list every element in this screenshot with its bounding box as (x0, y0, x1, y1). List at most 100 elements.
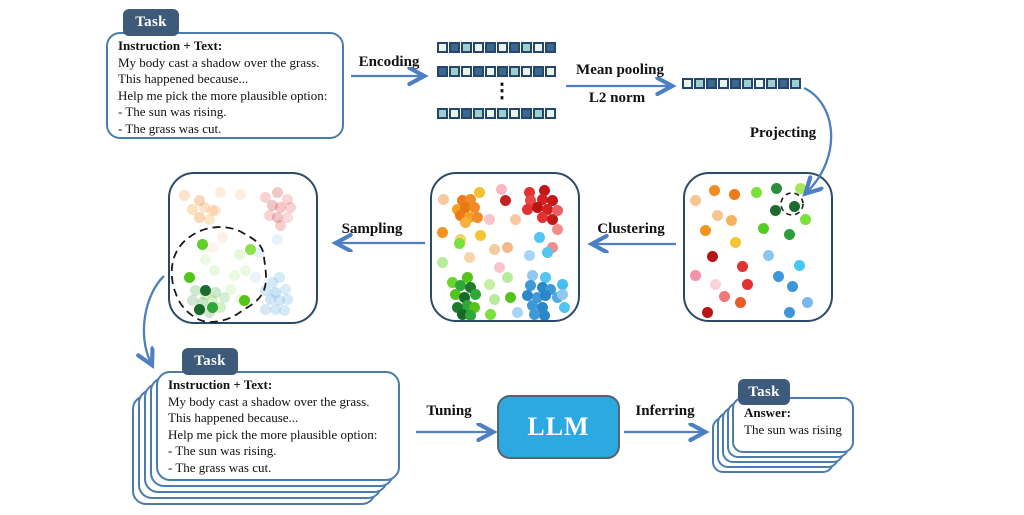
scatter-dot (546, 194, 558, 206)
scatter-dot (193, 211, 205, 223)
scatter-dot (451, 301, 463, 313)
scatter-dot (524, 279, 536, 291)
scatter-dot (794, 182, 806, 194)
instruction-line: This happened because... (118, 71, 249, 86)
encoding-label: Encoding (358, 54, 420, 70)
vector-cell (461, 66, 472, 77)
scatter-dot (203, 213, 215, 225)
vector-cell (533, 42, 544, 53)
scatter-dot (183, 271, 195, 283)
scatter-dot (471, 211, 483, 223)
scatter-dot (509, 213, 521, 225)
scatter-dot (199, 253, 211, 265)
scatter-dot (734, 296, 746, 308)
scatter-dot (249, 271, 261, 283)
scatter-dot (541, 203, 553, 215)
vector-cell (545, 108, 556, 119)
vector-cell (473, 66, 484, 77)
vector-cell (545, 66, 556, 77)
embedding-vector-row (437, 108, 556, 119)
scatter-dot (269, 303, 281, 315)
instruction-line: Help me pick the more plausible option: (118, 87, 328, 103)
projecting-label: Projecting (749, 125, 817, 141)
projected-scatter-plot (683, 172, 833, 322)
scatter-dot (459, 201, 471, 213)
scatter-dot (801, 296, 813, 308)
scatter-dot (464, 193, 476, 205)
vector-cell (790, 78, 801, 89)
scatter-dot (546, 213, 558, 225)
scatter-dot (468, 301, 480, 313)
vector-cell (682, 78, 693, 89)
task-tab-top: Task (123, 9, 179, 36)
scatter-dot (186, 203, 198, 215)
scatter-dot (526, 299, 538, 311)
task-box-top: Instruction + Text: My body cast a shado… (106, 32, 344, 139)
scatter-dot (239, 264, 251, 276)
vector-cell (449, 66, 460, 77)
scatter-dot (189, 284, 201, 296)
scatter-dot (271, 233, 283, 245)
scatter-dot (709, 278, 721, 290)
scatter-dot (708, 184, 720, 196)
clustering-label: Clustering (597, 221, 665, 237)
vector-cell (533, 66, 544, 77)
scatter-dot (271, 186, 283, 198)
sampled-scatter-plot (168, 172, 318, 324)
vector-cell (521, 108, 532, 119)
vector-ellipsis: ⋮ (492, 80, 512, 102)
scatter-dot (456, 308, 468, 320)
scatter-dot (209, 204, 221, 216)
scatter-dot (536, 281, 548, 293)
scatter-dot (793, 259, 805, 271)
instruction-line: Help me pick the more plausible option: (168, 426, 378, 442)
scatter-dot (504, 291, 516, 303)
scatter-dot (536, 211, 548, 223)
scatter-dot (454, 279, 466, 291)
vector-cell (521, 42, 532, 53)
vector-cell (730, 78, 741, 89)
scatter-dot (436, 256, 448, 268)
vector-cell (497, 42, 508, 53)
llm-box: LLM (497, 395, 620, 459)
vector-cell (485, 66, 496, 77)
scatter-dot (551, 204, 563, 216)
vector-cell (718, 78, 729, 89)
scatter-dot (770, 182, 782, 194)
sampling-label: Sampling (341, 221, 403, 237)
vector-cell (694, 78, 705, 89)
scatter-dot (224, 283, 236, 295)
scatter-dot (538, 184, 550, 196)
instruction-heading: Instruction + Text: (118, 38, 223, 53)
scatter-dot (454, 209, 466, 221)
scatter-dot (484, 308, 496, 320)
scatter-dot (449, 288, 461, 300)
answer-box: Answer: The sun was rising (732, 397, 854, 453)
scatter-dot (193, 303, 205, 315)
instruction-heading: Instruction + Text: (168, 377, 273, 392)
scatter-dot (461, 299, 473, 311)
scatter-dot (196, 238, 208, 250)
vector-cell (545, 42, 556, 53)
vector-cell (437, 108, 448, 119)
scatter-dot (206, 301, 218, 313)
scatter-dot (264, 293, 276, 305)
vector-cell (437, 42, 448, 53)
scatter-dot (468, 201, 480, 213)
vector-cell (509, 42, 520, 53)
scatter-dot (725, 214, 737, 226)
scatter-dot (453, 237, 465, 249)
scatter-dot (273, 294, 285, 306)
clustered-scatter-plot (430, 172, 580, 322)
scatter-dot (736, 260, 748, 272)
pooled-vector (682, 78, 801, 89)
scatter-dot (199, 284, 211, 296)
instruction-line: - The sun was rising. (118, 104, 227, 119)
answer-heading: Answer: (744, 405, 791, 420)
scatter-dot (193, 194, 205, 206)
scatter-dot (551, 223, 563, 235)
inferring-label: Inferring (635, 403, 695, 419)
scatter-dot (706, 250, 718, 262)
scatter-dot (729, 236, 741, 248)
